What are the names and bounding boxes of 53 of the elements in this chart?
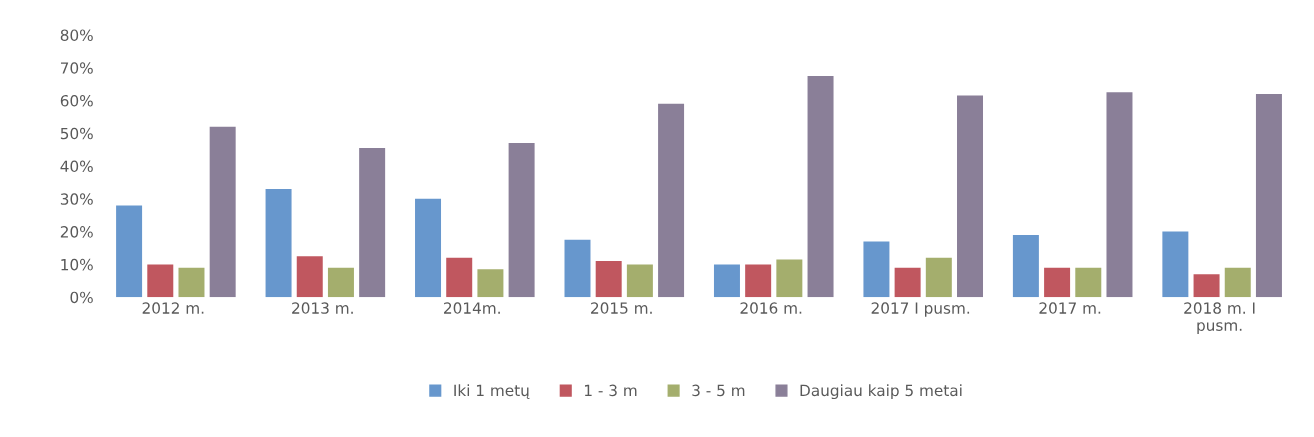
bar	[957, 95, 984, 298]
bar	[1255, 93, 1282, 298]
bar	[1044, 267, 1071, 298]
legend-label: 3 - 5 m	[692, 384, 745, 397]
bar	[178, 267, 205, 298]
bar	[658, 103, 685, 298]
y-tick-label: 10%	[61, 258, 93, 271]
legend-label: 1 - 3 m	[584, 384, 637, 397]
bar	[1012, 234, 1039, 298]
bar	[446, 257, 473, 298]
bar	[1106, 92, 1133, 298]
bar	[745, 264, 772, 298]
x-tick-label: 2018 m. I pusm.	[1184, 302, 1255, 334]
x-tick-label: 2014m.	[444, 302, 500, 314]
bar	[713, 264, 740, 298]
bar	[1193, 274, 1220, 298]
bar	[359, 148, 386, 298]
bar	[327, 267, 354, 298]
bar	[209, 126, 236, 298]
x-tick-label: 2017 m.	[1039, 302, 1101, 314]
y-tick-label: 70%	[60, 62, 93, 74]
y-tick-label: 20%	[60, 226, 93, 238]
bar	[1224, 267, 1251, 298]
y-tick-label: 80%	[60, 29, 93, 41]
bar	[595, 261, 622, 298]
x-tick-label: 2012 m.	[142, 302, 204, 314]
x-tick-label: 2017 I pusm.	[871, 302, 970, 317]
y-tick-label: 0%	[70, 291, 93, 304]
y-tick-label: 40%	[60, 160, 93, 173]
y-tick-label: 60%	[60, 94, 93, 107]
bar	[508, 143, 535, 298]
bar	[894, 267, 921, 298]
y-tick-label: 30%	[60, 193, 93, 205]
bar	[1162, 231, 1189, 298]
bar	[415, 198, 442, 298]
legend-label: Daugiau kaip 5 metai	[800, 384, 962, 400]
x-tick-label: 2015 m.	[591, 302, 652, 314]
bar	[116, 205, 143, 298]
bar	[477, 269, 504, 298]
x-tick-label: 2013 m.	[292, 302, 353, 314]
bar	[265, 189, 292, 298]
legend-label: Iki 1 metų	[454, 384, 530, 399]
bar	[296, 256, 323, 298]
bar	[807, 75, 834, 298]
y-tick-label: 50%	[60, 127, 93, 140]
bar	[1075, 267, 1102, 298]
x-tick-label: 2016 m.	[740, 302, 802, 314]
bar	[776, 259, 803, 298]
bar	[147, 264, 174, 298]
bar	[626, 264, 653, 298]
bar	[925, 257, 952, 298]
bar	[564, 239, 591, 298]
bar	[863, 241, 890, 298]
